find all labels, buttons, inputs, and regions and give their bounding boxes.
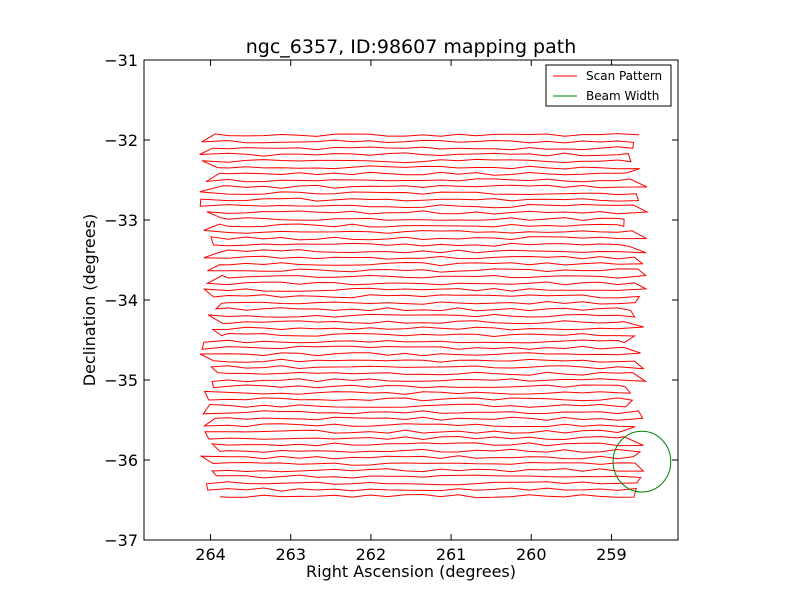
y-tick-label: −33 [104, 211, 138, 230]
x-axis-label: Right Ascension (degrees) [306, 562, 516, 581]
y-tick-label: −36 [104, 451, 138, 470]
y-axis-ticks: −31 −32 −33 −34 −35 −36 −37 [104, 51, 678, 550]
x-tick-label: 259 [596, 545, 627, 564]
beam-width-series [612, 430, 672, 493]
scan-pattern-line [199, 133, 649, 499]
y-tick-label: −35 [104, 371, 138, 390]
x-axis-ticks: 264 263 262 261 260 259 [195, 60, 627, 564]
y-tick-label: −31 [104, 51, 138, 70]
chart-title: ngc_6357, ID:98607 mapping path [246, 36, 577, 58]
beam-width-circle [612, 430, 672, 493]
legend-box [545, 64, 672, 107]
y-axis-label: Declination (degrees) [80, 214, 99, 386]
y-tick-label: −37 [104, 531, 138, 550]
legend: Scan Pattern Beam Width [545, 64, 672, 107]
x-tick-label: 263 [275, 545, 306, 564]
legend-label-beam-width: Beam Width [586, 89, 659, 103]
x-tick-label: 261 [436, 545, 467, 564]
x-tick-label: 260 [516, 545, 547, 564]
scan-pattern-series [199, 133, 649, 499]
y-tick-label: −32 [104, 131, 138, 150]
x-tick-label: 264 [195, 545, 226, 564]
x-tick-label: 262 [356, 545, 387, 564]
legend-label-scan-pattern: Scan Pattern [586, 69, 662, 83]
y-tick-label: −34 [104, 291, 138, 310]
